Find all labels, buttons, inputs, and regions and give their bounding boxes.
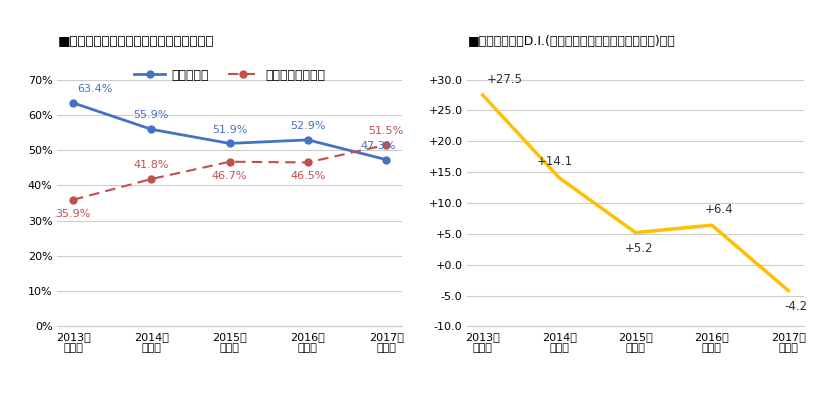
- Text: 51.9%: 51.9%: [211, 125, 247, 135]
- Text: 55.9%: 55.9%: [133, 111, 169, 121]
- Text: +14.1: +14.1: [536, 156, 572, 168]
- Text: +5.2: +5.2: [624, 242, 653, 255]
- Text: 46.5%: 46.5%: [290, 171, 325, 181]
- Text: -4.2: -4.2: [784, 300, 807, 313]
- Text: 63.4%: 63.4%: [77, 84, 112, 94]
- Text: 46.7%: 46.7%: [211, 171, 247, 181]
- Text: +27.5: +27.5: [486, 73, 522, 86]
- Text: ■中途採用における人員の確保　経年比較: ■中途採用における人員の確保 経年比較: [57, 35, 214, 48]
- Text: +6.4: +6.4: [704, 203, 733, 216]
- Text: ■中途採用確保D.I.(確保できたー確保できなかった)推移: ■中途採用確保D.I.(確保できたー確保できなかった)推移: [467, 35, 674, 48]
- Legend: 確保できた, 確保できなかった: 確保できた, 確保できなかった: [129, 64, 330, 87]
- Text: 47.3%: 47.3%: [360, 141, 396, 151]
- Text: 51.5%: 51.5%: [368, 126, 403, 136]
- Text: 41.8%: 41.8%: [133, 160, 169, 170]
- Text: 52.9%: 52.9%: [290, 121, 325, 131]
- Text: 35.9%: 35.9%: [56, 209, 91, 219]
